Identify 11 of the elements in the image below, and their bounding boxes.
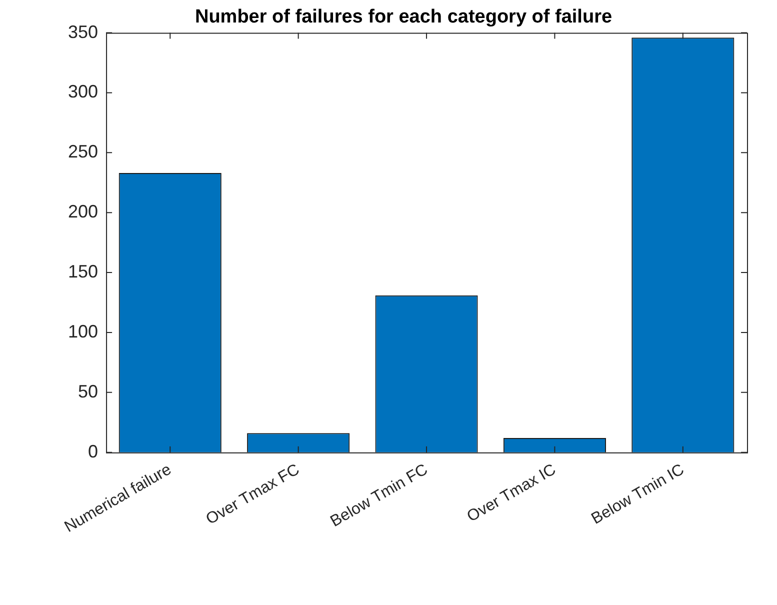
y-tick-label: 300 — [68, 82, 98, 102]
y-tick-label: 200 — [68, 202, 98, 222]
y-tick-label: 100 — [68, 321, 98, 342]
y-tick-label: 250 — [68, 142, 98, 162]
y-tick-label: 50 — [78, 381, 98, 402]
x-tick-label: Over Tmax IC — [464, 461, 559, 526]
y-tick-label: 350 — [68, 22, 98, 42]
chart-title: Number of failures for each category of failure — [194, 6, 612, 28]
x-tick-label: Over Tmax FC — [203, 461, 303, 528]
y-tick-label: 0 — [88, 441, 98, 462]
y-tick-label: 150 — [68, 262, 98, 282]
